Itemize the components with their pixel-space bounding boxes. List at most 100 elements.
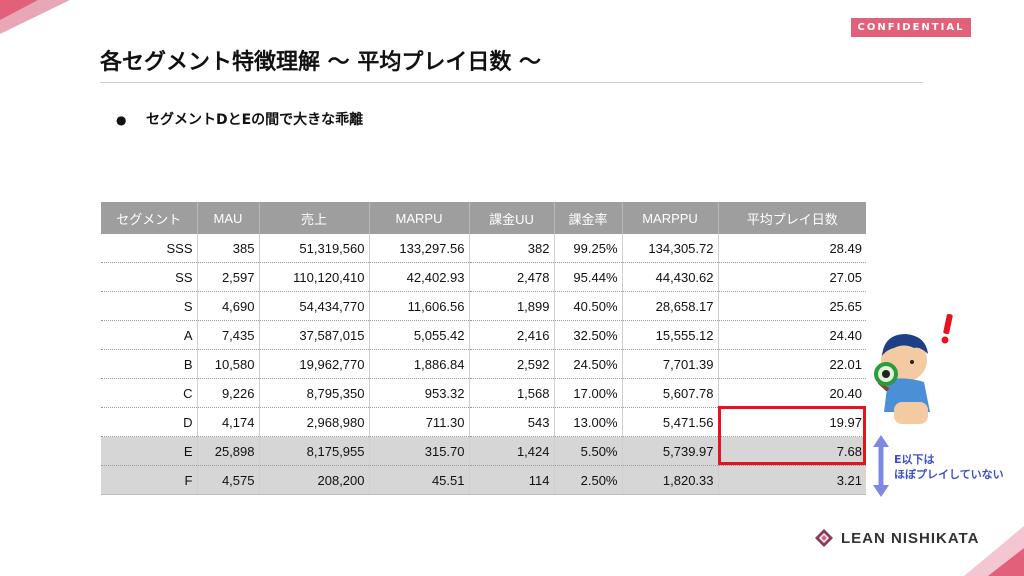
table-row: S 4,690 54,434,770 11,606.56 1,899 40.50% 28,6… [101,291,866,321]
page-title: 各セグメント特徴理解 〜 平均プレイ日数 〜 [100,50,541,75]
column-header: MARPPU [622,202,719,234]
segment-name-cell: C [101,378,198,408]
exclamation-icon [941,313,953,344]
table-cell: 54,434,770 [259,291,370,321]
logo-mark-icon [815,529,833,547]
table-cell: 4,690 [197,291,260,321]
table-cell: 5,607.78 [622,378,719,408]
table-cell: 11,606.56 [369,291,470,321]
corner-decoration-bottom-right [964,526,1024,576]
table-cell: 10,580 [197,349,260,379]
table-cell: 7,435 [197,320,260,350]
table-cell: 19.97 [718,407,866,437]
table-cell: 51,319,560 [259,234,370,263]
table-row: A 7,435 37,587,015 5,055.42 2,416 32.50% 15,55… [101,320,866,350]
table-cell: 24.50% [554,349,623,379]
bullet-point: ● セグメントDとEの間で大きな乖離 [116,109,363,129]
table-cell: 133,297.56 [369,234,470,263]
segment-name-cell: D [101,407,198,437]
column-header: 課金UU [469,202,555,234]
confidential-badge: CONFIDENTIAL [851,18,971,37]
table-cell: 15,555.12 [622,320,719,350]
table-cell: 110,120,410 [259,262,370,292]
table-cell: 2,968,980 [259,407,370,437]
bullet-marker: ● [116,113,127,127]
table-cell: 27.05 [718,262,866,292]
table-cell: 22.01 [718,349,866,379]
table-cell: 28.49 [718,234,866,263]
table-cell: 37,587,015 [259,320,370,350]
table-cell: 7.68 [718,436,866,466]
table-cell: 1,568 [469,378,555,408]
table-cell: 17.00% [554,378,623,408]
segment-name-cell: SSS [101,234,198,263]
table-cell: 42,402.93 [369,262,470,292]
segment-name-cell: S [101,291,198,321]
highlight-box [718,406,866,465]
table-cell: 99.25% [554,234,623,263]
company-logo: LEAN NISHIKATA [815,528,979,548]
table-body: SSS 385 51,319,560 133,297.56 382 99.25% 134,3… [101,234,866,495]
column-header: 課金率 [554,202,623,234]
table-cell: 40.50% [554,291,623,321]
table-row: F 4,575 208,200 45.51 114 2.50% 1,820.33 3.21 [101,465,866,495]
table-cell: 5,739.97 [622,436,719,466]
table-cell: 2,597 [197,262,260,292]
segment-name-cell: B [101,349,198,379]
table-cell: 5.50% [554,436,623,466]
table-cell: 385 [197,234,260,263]
table-cell: 2,592 [469,349,555,379]
table-cell: 44,430.62 [622,262,719,292]
table-cell: 543 [469,407,555,437]
table-cell: 32.50% [554,320,623,350]
double-arrow-icon [873,435,889,497]
table-row: C 9,226 8,795,350 953.32 1,568 17.00% 5,607.78… [101,378,866,408]
bullet-text: セグメントDとEの間で大きな乖離 [146,112,364,128]
corner-decoration-top-left [0,0,70,34]
table-cell: 114 [469,465,555,495]
table-cell: 1,820.33 [622,465,719,495]
table-cell: 45.51 [369,465,470,495]
table-cell: 134,305.72 [622,234,719,263]
segment-name-cell: E [101,436,198,466]
table-cell: 28,658.17 [622,291,719,321]
column-header: MARPU [369,202,470,234]
segment-table: セグメント MAU 売上 MARPU 課金UU 課金率 MARPPU 平均プレイ… [101,202,866,495]
table-cell: 95.44% [554,262,623,292]
table-cell: 25,898 [197,436,260,466]
table-cell: 2,478 [469,262,555,292]
table-cell: 953.32 [369,378,470,408]
table-row: E 25,898 8,175,955 315.70 1,424 5.50% 5,739.97… [101,436,866,466]
table-cell: 2,416 [469,320,555,350]
table-header-row: セグメント MAU 売上 MARPU 課金UU 課金率 MARPPU 平均プレイ… [101,202,866,234]
table-cell: 382 [469,234,555,263]
table-cell: 8,795,350 [259,378,370,408]
table-cell: 19,962,770 [259,349,370,379]
title-divider [100,82,923,83]
segment-name-cell: A [101,320,198,350]
table-cell: 2.50% [554,465,623,495]
table-cell: 208,200 [259,465,370,495]
logo-text: LEAN NISHIKATA [841,529,980,547]
magnifier-boy-illustration [874,313,953,424]
table-cell: 4,174 [197,407,260,437]
table-cell: 20.40 [718,378,866,408]
table-cell: 3.21 [718,465,866,495]
column-header: MAU [197,202,260,234]
table-cell: 5,055.42 [369,320,470,350]
table-cell: 315.70 [369,436,470,466]
table-cell: 7,701.39 [622,349,719,379]
table-cell: 1,886.84 [369,349,470,379]
segment-name-cell: SS [101,262,198,292]
table-cell: 1,899 [469,291,555,321]
table-cell: 24.40 [718,320,866,350]
column-header: 平均プレイ日数 [718,202,866,234]
segment-name-cell: F [101,465,198,495]
table-cell: 5,471.56 [622,407,719,437]
table-cell: 711.30 [369,407,470,437]
note-line-1: E以下は [894,453,935,466]
annotation-note: E以下は ほぼプレイしていない [894,452,1004,482]
table-row: B 10,580 19,962,770 1,886.84 2,592 24.50% 7,70… [101,349,866,379]
column-header: セグメント [101,202,198,234]
table-cell: 25.65 [718,291,866,321]
